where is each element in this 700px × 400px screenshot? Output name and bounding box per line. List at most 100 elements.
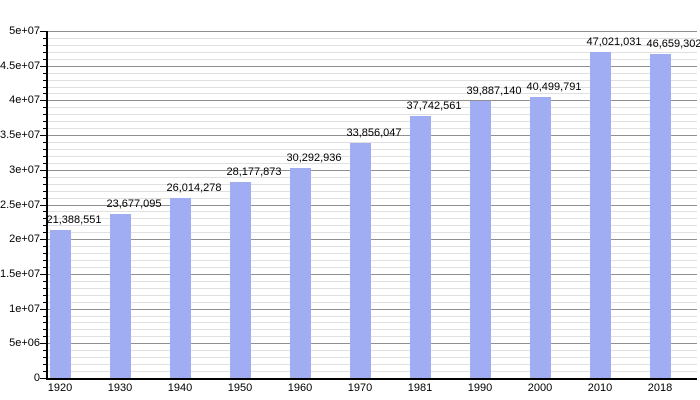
- y-minor-tick: [43, 329, 46, 330]
- major-gridline: [48, 239, 697, 240]
- y-minor-tick: [43, 253, 46, 254]
- x-tick-label: 1930: [107, 382, 133, 394]
- x-tick-label: 2010: [587, 382, 613, 394]
- minor-gridline: [48, 198, 697, 199]
- y-tick-label: 3.5e+07: [0, 129, 41, 141]
- y-tick-label: 2e+07: [9, 233, 40, 245]
- y-tick-label: 4e+07: [9, 94, 40, 106]
- bar-value-label: 33,856,047: [346, 127, 402, 139]
- minor-gridline: [48, 87, 697, 88]
- y-minor-tick: [43, 371, 46, 372]
- minor-gridline: [48, 128, 697, 129]
- y-tick-label: 1.5e+07: [0, 268, 41, 280]
- bar-value-label: 47,021,031: [586, 35, 642, 48]
- y-minor-tick: [43, 322, 46, 323]
- minor-gridline: [48, 121, 697, 122]
- major-gridline: [48, 205, 697, 206]
- minor-gridline: [48, 281, 697, 282]
- y-minor-tick: [43, 288, 46, 289]
- minor-gridline: [48, 149, 697, 150]
- minor-gridline: [48, 350, 697, 351]
- y-major-tick: [40, 100, 46, 101]
- bar-1950: [229, 182, 251, 378]
- minor-gridline: [48, 93, 697, 94]
- minor-gridline: [48, 246, 697, 247]
- minor-gridline: [48, 38, 697, 39]
- minor-gridline: [48, 267, 697, 268]
- minor-gridline: [48, 336, 697, 337]
- y-major-tick: [40, 309, 46, 310]
- minor-gridline: [48, 225, 697, 226]
- y-minor-tick: [43, 38, 46, 39]
- y-minor-tick: [43, 93, 46, 94]
- bar-1960: [289, 167, 311, 378]
- y-minor-tick: [43, 142, 46, 143]
- y-minor-tick: [43, 177, 46, 178]
- minor-gridline: [48, 288, 697, 289]
- y-major-tick: [40, 135, 46, 136]
- bar-1930: [109, 213, 131, 378]
- bar-1920: [49, 229, 71, 378]
- y-minor-tick: [43, 163, 46, 164]
- x-tick-label: 2018: [647, 382, 673, 394]
- y-minor-tick: [43, 87, 46, 88]
- minor-gridline: [48, 156, 697, 157]
- y-minor-tick: [43, 52, 46, 53]
- y-minor-tick: [43, 59, 46, 60]
- bar-value-label: 21,388,551: [46, 213, 102, 226]
- x-tick-label: 1970: [347, 382, 373, 394]
- y-minor-tick: [43, 260, 46, 261]
- y-minor-tick: [43, 316, 46, 317]
- bar-value-label: 23,677,095: [106, 197, 162, 210]
- y-minor-tick: [43, 357, 46, 358]
- y-minor-tick: [43, 246, 46, 247]
- x-tick-label: 1981: [407, 382, 433, 394]
- major-gridline: [48, 66, 697, 67]
- y-minor-tick: [43, 114, 46, 115]
- minor-gridline: [48, 218, 697, 219]
- minor-gridline: [48, 322, 697, 323]
- y-minor-tick: [43, 302, 46, 303]
- bar-value-label: 30,292,936: [286, 151, 342, 164]
- minor-gridline: [48, 142, 697, 143]
- y-minor-tick: [43, 149, 46, 150]
- minor-gridline: [48, 211, 697, 212]
- minor-gridline: [48, 191, 697, 192]
- x-tick-label: 2000: [527, 382, 553, 394]
- minor-gridline: [48, 260, 697, 261]
- y-axis-line: [46, 31, 48, 380]
- y-minor-tick: [43, 218, 46, 219]
- bar-value-label: 28,177,873: [226, 166, 282, 179]
- y-tick-label: 3e+07: [9, 164, 40, 176]
- y-minor-tick: [43, 191, 46, 192]
- minor-gridline: [48, 163, 697, 164]
- minor-gridline: [48, 232, 697, 233]
- major-gridline: [48, 31, 697, 32]
- y-minor-tick: [43, 80, 46, 81]
- minor-gridline: [48, 329, 697, 330]
- bar-value-label: 46,659,302: [646, 38, 700, 51]
- bar-value-label: 39,887,140: [466, 85, 522, 98]
- minor-gridline: [48, 253, 697, 254]
- bar-2018: [649, 54, 671, 378]
- x-tick-label: 1940: [167, 382, 193, 394]
- bar-2000: [529, 96, 551, 378]
- major-gridline: [48, 309, 697, 310]
- x-tick-label: 1990: [467, 382, 493, 394]
- y-minor-tick: [43, 121, 46, 122]
- minor-gridline: [48, 371, 697, 372]
- minor-gridline: [48, 302, 697, 303]
- y-major-tick: [40, 170, 46, 171]
- minor-gridline: [48, 59, 697, 60]
- y-minor-tick: [43, 350, 46, 351]
- bar-value-label: 37,742,561: [406, 100, 462, 113]
- bar-value-label: 40,499,791: [526, 80, 582, 93]
- major-gridline: [48, 170, 697, 171]
- y-minor-tick: [43, 281, 46, 282]
- y-tick-label: 0: [33, 372, 40, 384]
- y-minor-tick: [43, 198, 46, 199]
- minor-gridline: [48, 80, 697, 81]
- y-tick-label: 1e+07: [9, 303, 40, 315]
- x-tick-label: 1950: [227, 382, 253, 394]
